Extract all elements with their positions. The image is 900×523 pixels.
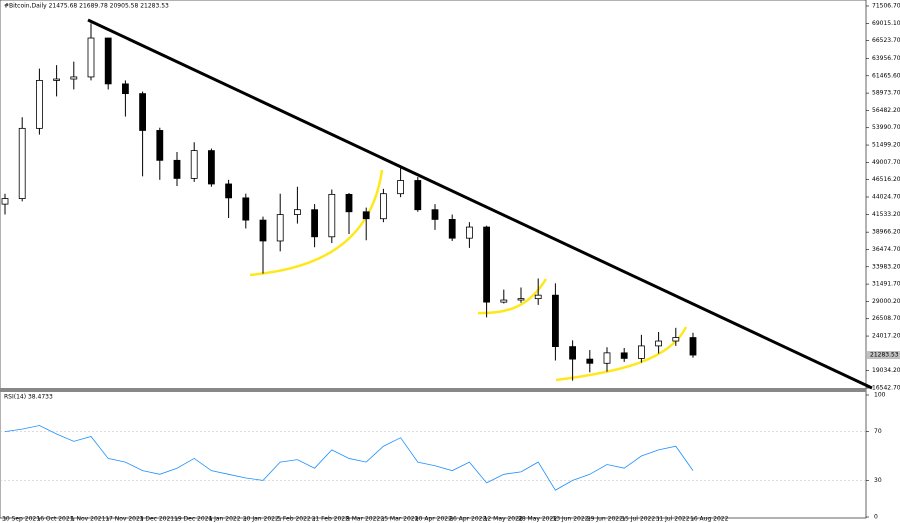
candle-body: [293, 209, 301, 215]
candle-body: [603, 352, 611, 364]
candle-body: [569, 346, 576, 360]
last-price-label: 21283.53: [870, 352, 899, 359]
y-tick-label: 31491.70: [872, 281, 900, 288]
x-tick-label: 31 Jul 2022: [656, 516, 690, 523]
x-tick-label: 15 Jul 2022: [621, 516, 655, 523]
x-tick-label: 9 Mar 2022: [346, 516, 380, 523]
x-tick-label: 12 May 2022: [484, 516, 523, 523]
x-tick-label: 19 Dec 2021: [174, 516, 213, 523]
candle-body: [276, 214, 284, 242]
candle-body: [448, 219, 456, 239]
y-tick-label: 38966.20: [872, 229, 900, 236]
plot-frame: [0, 0, 867, 519]
candle-body: [242, 197, 250, 221]
y-tick-label: 51499.20: [872, 142, 900, 149]
x-tick-label: 5 Feb 2022: [277, 516, 311, 523]
candle-body: [53, 78, 60, 81]
x-tick-label: 3 Dec 2021: [140, 516, 175, 523]
candle-body: [173, 159, 181, 179]
y-tick-label: 70: [874, 428, 882, 435]
y-tick-label: 19034.20: [872, 367, 900, 374]
y-tick-label: 58973.70: [872, 90, 900, 97]
candle-body: [379, 193, 387, 220]
candle-body: [483, 226, 491, 303]
candle-body: [18, 127, 26, 199]
candle-body: [534, 294, 542, 300]
indicator-title: RSI(14) 38.4733: [4, 394, 53, 401]
y-tick-label: 69015.10: [872, 20, 900, 27]
candle-body: [517, 298, 525, 301]
y-tick-label: 71506.70: [872, 2, 900, 9]
candle-body: [259, 219, 267, 242]
y-tick-label: 46516.20: [872, 176, 900, 183]
candle-body: [104, 37, 112, 85]
y-tick-label: 53990.70: [872, 124, 900, 131]
candle-body: [655, 340, 662, 347]
candle-body: [190, 150, 198, 179]
candle-body: [586, 358, 594, 364]
y-tick-label: 0: [874, 514, 878, 521]
y-tick-label: 26508.70: [872, 315, 900, 322]
y-tick-label: 66523.70: [872, 37, 900, 44]
y-tick-label: 30: [874, 477, 882, 484]
y-tick-label: 16542.70: [872, 385, 900, 392]
y-tick-label: 29000.20: [872, 298, 900, 305]
candle-body: [500, 299, 508, 303]
candle-body: [70, 76, 78, 80]
y-tick-label: 24017.20: [872, 333, 900, 340]
candle-body: [225, 183, 233, 199]
candle-body: [362, 211, 370, 220]
candle-body: [328, 193, 336, 238]
x-tick-label: 30 Sep 2021: [2, 516, 40, 523]
y-tick-label: 63956.70: [872, 55, 900, 62]
y-tick-label: 61465.60: [872, 72, 900, 79]
x-tick-label: 10 Apr 2022: [415, 516, 452, 523]
candle-body: [139, 93, 147, 131]
candle-body: [207, 150, 215, 185]
candle-body: [552, 294, 559, 347]
price-box: [867, 351, 900, 360]
candle-body: [465, 226, 473, 239]
y-tick-label: 36474.70: [872, 246, 900, 253]
candle-body: [122, 83, 129, 95]
y-tick-label: 49007.70: [872, 159, 900, 166]
y-tick-label: 56482.20: [872, 107, 900, 114]
x-tick-label: 16 Aug 2022: [690, 516, 729, 523]
y-tick-label: 100: [874, 392, 886, 399]
x-tick-label: 16 Oct 2021: [36, 516, 73, 523]
trend-line: [87, 18, 873, 390]
y-tick-label: 41533.20: [872, 211, 900, 218]
highlight-arc: [249, 169, 384, 277]
x-tick-label: 28 May 2022: [518, 516, 557, 523]
candle-body: [638, 345, 645, 359]
candle-body: [672, 337, 680, 342]
chart-title: #Bitcoin,Daily 21475.68 21689.78 20905.5…: [4, 3, 169, 10]
panel-separator: [0, 388, 866, 392]
x-tick-label: 17 Nov 2021: [105, 516, 144, 523]
candle-body: [345, 193, 353, 213]
candle-body: [87, 37, 95, 78]
y-tick-label: 44024.70: [872, 193, 900, 200]
candle-body: [414, 180, 422, 211]
x-tick-label: 21 Feb 2022: [312, 516, 350, 523]
candle-body: [311, 209, 319, 238]
candle-body: [431, 209, 439, 220]
x-tick-label: 13 Jun 2022: [552, 516, 588, 523]
candle-body: [156, 130, 164, 161]
candle-body: [689, 337, 697, 356]
x-tick-label: 20 Jan 2022: [243, 516, 279, 523]
highlight-arc: [477, 278, 548, 315]
x-tick-label: 26 Apr 2022: [449, 516, 486, 523]
candle-body: [620, 352, 628, 359]
candle-body: [397, 180, 405, 195]
candle-body: [1, 198, 9, 205]
x-tick-label: 29 Jun 2022: [587, 516, 623, 523]
y-tick-label: 33983.20: [872, 263, 900, 270]
candle-body: [36, 80, 43, 129]
rsi-line: [4, 425, 694, 491]
x-tick-label: 4 Jan 2022: [208, 516, 240, 523]
x-tick-label: 1 Nov 2021: [71, 516, 106, 523]
x-tick-label: 25 Mar 2022: [380, 516, 418, 523]
